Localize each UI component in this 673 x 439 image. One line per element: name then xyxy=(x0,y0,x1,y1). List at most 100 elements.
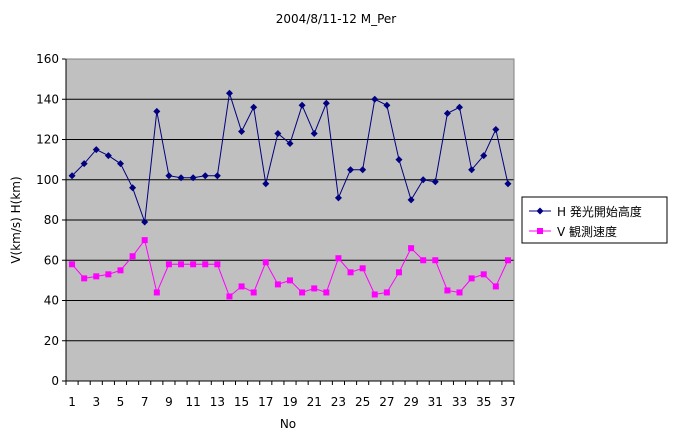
y-tick-label: 160 xyxy=(36,52,59,66)
series-1-point xyxy=(492,125,500,133)
series-1-point xyxy=(153,107,161,115)
series-2-point xyxy=(178,261,185,268)
series-1-point xyxy=(238,127,246,135)
legend: H 発光開始高度 V 観測速度 xyxy=(521,196,668,244)
legend-marker-2 xyxy=(537,228,543,234)
series-2-point xyxy=(117,267,124,274)
series-2-point xyxy=(274,281,281,288)
series-2-point xyxy=(359,265,366,272)
legend-box xyxy=(521,196,668,244)
y-tick-label: 100 xyxy=(36,173,59,187)
series-2-point xyxy=(129,253,136,260)
series-1-point xyxy=(80,160,88,168)
series-2-point xyxy=(81,275,88,282)
x-tick-label: 23 xyxy=(331,395,346,409)
series-1-point xyxy=(359,166,367,174)
y-tick-label: 0 xyxy=(51,374,59,388)
x-tick-label: 5 xyxy=(117,395,125,409)
series-1-point xyxy=(310,129,318,137)
x-axis-label: No xyxy=(280,417,296,431)
series-2-point xyxy=(238,283,245,290)
series-2-point xyxy=(383,289,390,296)
y-tick-label: 60 xyxy=(44,253,59,267)
x-tick-label: 37 xyxy=(500,395,515,409)
x-tick-label: 3 xyxy=(92,395,100,409)
series-1-point xyxy=(371,95,379,103)
series-1-point xyxy=(443,109,451,117)
x-tick-label: 15 xyxy=(234,395,249,409)
series-1-point xyxy=(298,101,306,109)
x-tick-label: 11 xyxy=(185,395,200,409)
series-1-point xyxy=(92,146,100,154)
y-tick-label: 120 xyxy=(36,133,59,147)
series-1-point xyxy=(286,140,294,148)
series-2-point xyxy=(347,269,354,276)
y-tick-label: 140 xyxy=(36,92,59,106)
series-2-point xyxy=(468,275,475,282)
series-1-point xyxy=(201,172,209,180)
series-2-point xyxy=(444,287,451,294)
series-1-point xyxy=(395,156,403,164)
series-1-point xyxy=(383,101,391,109)
series-1-point xyxy=(213,172,221,180)
series-2-point xyxy=(335,255,342,262)
x-tick-label: 1 xyxy=(68,395,76,409)
series-2-point xyxy=(190,261,197,268)
x-tick-label: 17 xyxy=(258,395,273,409)
series-2-point xyxy=(432,257,439,264)
series-1-point xyxy=(407,196,415,204)
series-1-point xyxy=(129,184,137,192)
series-1-point xyxy=(347,166,355,174)
series-2-point xyxy=(105,271,112,278)
x-tick-label: 19 xyxy=(282,395,297,409)
series-1-point xyxy=(456,103,464,111)
series-1-point xyxy=(468,166,476,174)
series-2-point xyxy=(214,261,221,268)
series-2-point xyxy=(226,293,233,300)
series-1-point xyxy=(322,99,330,107)
x-tick-label: 9 xyxy=(165,395,173,409)
series-1-point xyxy=(165,172,173,180)
series-1-point xyxy=(104,152,112,160)
series-2-point xyxy=(262,259,269,266)
y-tick-label: 80 xyxy=(44,213,59,227)
series-2-point xyxy=(504,257,511,264)
series-2-point xyxy=(492,283,499,290)
series-1-point xyxy=(189,174,197,182)
series-2-point xyxy=(287,277,293,284)
x-tick-label: 25 xyxy=(355,395,370,409)
series-2-point xyxy=(395,269,402,276)
series-1-point xyxy=(480,152,488,160)
series-2-point xyxy=(93,273,100,280)
series-2-point xyxy=(420,257,427,264)
series-2-point xyxy=(480,271,487,278)
series-1-point xyxy=(334,194,342,202)
x-tick-label: 7 xyxy=(141,395,149,409)
y-axis-label: V(km/s) H(km) xyxy=(9,176,23,263)
series-1-point xyxy=(504,180,512,188)
chart-title: 2004/8/11-12 M_Per xyxy=(276,12,396,26)
series-2-point xyxy=(371,291,378,298)
legend-label-1: H 発光開始高度 xyxy=(557,204,642,219)
series-2-point xyxy=(299,289,306,296)
series-1-point xyxy=(431,178,439,186)
series-1-point xyxy=(262,180,270,188)
series-2-point xyxy=(250,289,257,296)
series-2-point xyxy=(141,237,148,244)
legend-marker-1 xyxy=(536,207,544,215)
series-1-point xyxy=(141,218,149,226)
x-tick-label: 21 xyxy=(307,395,322,409)
series-2-point xyxy=(408,245,415,252)
legend-label-2: V 観測速度 xyxy=(557,224,617,239)
series-2-point xyxy=(456,289,463,296)
series-1-point xyxy=(274,129,282,137)
x-tick-label: 13 xyxy=(210,395,225,409)
x-tick-label: 35 xyxy=(476,395,491,409)
series-2-point xyxy=(69,261,76,268)
series-1-point xyxy=(250,103,258,111)
x-tick-label: 31 xyxy=(428,395,443,409)
series-1-point xyxy=(116,160,124,168)
x-tick-label: 29 xyxy=(403,395,418,409)
y-tick-label: 20 xyxy=(44,334,59,348)
